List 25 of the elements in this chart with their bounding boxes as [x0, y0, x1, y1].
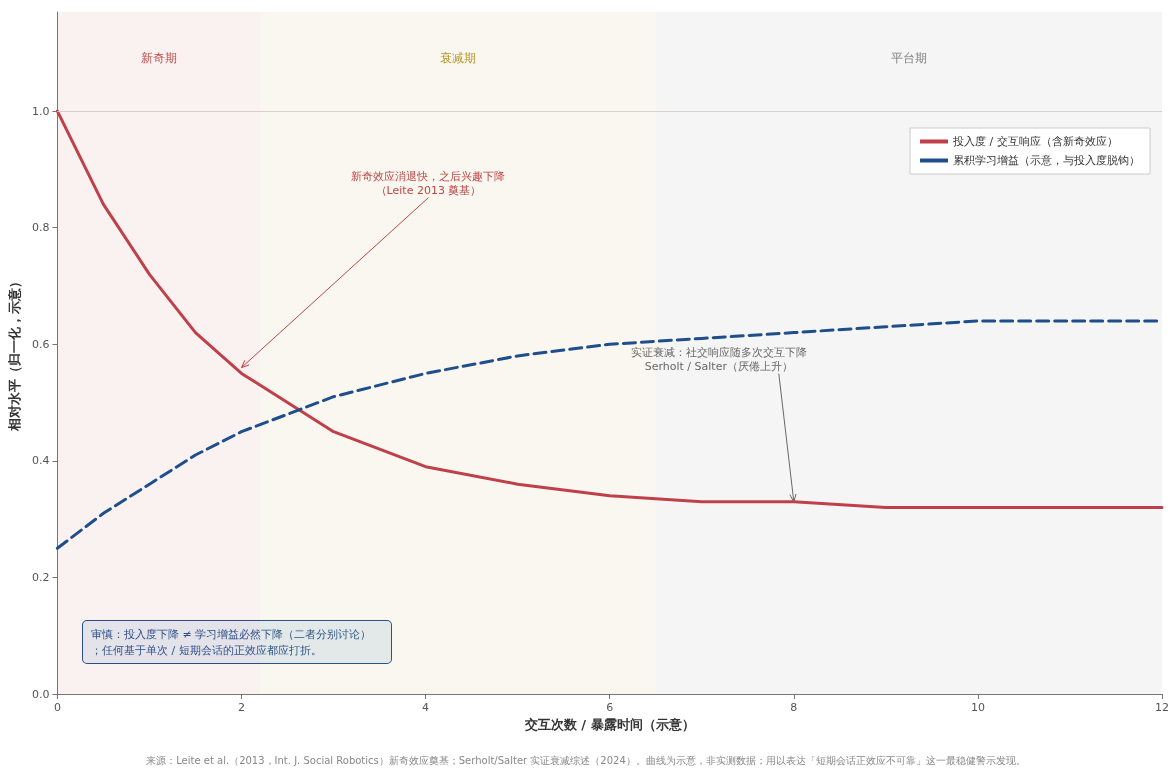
annotation: 新奇效应消退快，之后兴趣下降（Leite 2013 奠基） — [351, 170, 506, 198]
legend-label: 累积学习增益（示意，与投入度脱钩） — [953, 154, 1140, 167]
y-axis-title: 相对水平（归一化，示意） — [7, 275, 22, 432]
x-tick-label: 4 — [422, 701, 430, 714]
y-tick-label: 1.0 — [31, 104, 50, 118]
x-tick-label: 12 — [1155, 701, 1169, 714]
y-tick-label: 0.0 — [31, 687, 50, 701]
y-tick-label: 0.4 — [31, 454, 50, 468]
x-tick-label: 8 — [790, 701, 798, 714]
annotation: 审慎：投入度下降 ≠ 学习增益必然下降（二者分别讨论）；任何基于单次 / 短期会话的正效应都应打折。 — [91, 627, 372, 657]
line-series — [55, 109, 1164, 509]
source-note: 来源：Leite et al.（2013，Int. J. Social Robotics）新奇效应奠基；Serholt/Salter 实证衰减综述（2024）。曲线为示意，非实测数据；用以表达「短期会话正效应不可靠」这一最稳健警示发现。 — [146, 754, 1026, 766]
band-label: 衰减期 — [439, 51, 476, 65]
legend-label: 投入度 / 交互响应（含新奇效应） — [952, 135, 1118, 148]
x-tick-label: 10 — [970, 701, 985, 714]
band-label: 平台期 — [890, 51, 927, 65]
y-tick-label: 0.8 — [31, 221, 50, 235]
x-tick-label: 2 — [237, 701, 245, 714]
y-tick-label: 0.2 — [31, 570, 50, 584]
x-tick-label: 0 — [53, 701, 61, 714]
x-axis-title: 交互次数 / 暴露时间（示意） — [523, 717, 695, 732]
band-label: 新奇期 — [140, 51, 177, 65]
y-tick-label: 0.6 — [31, 337, 50, 351]
x-tick-label: 6 — [606, 701, 614, 714]
annotation: 实证衰减：社交响应随多次交互下降 Serholt / Salter（厌倦上升） — [630, 346, 807, 374]
